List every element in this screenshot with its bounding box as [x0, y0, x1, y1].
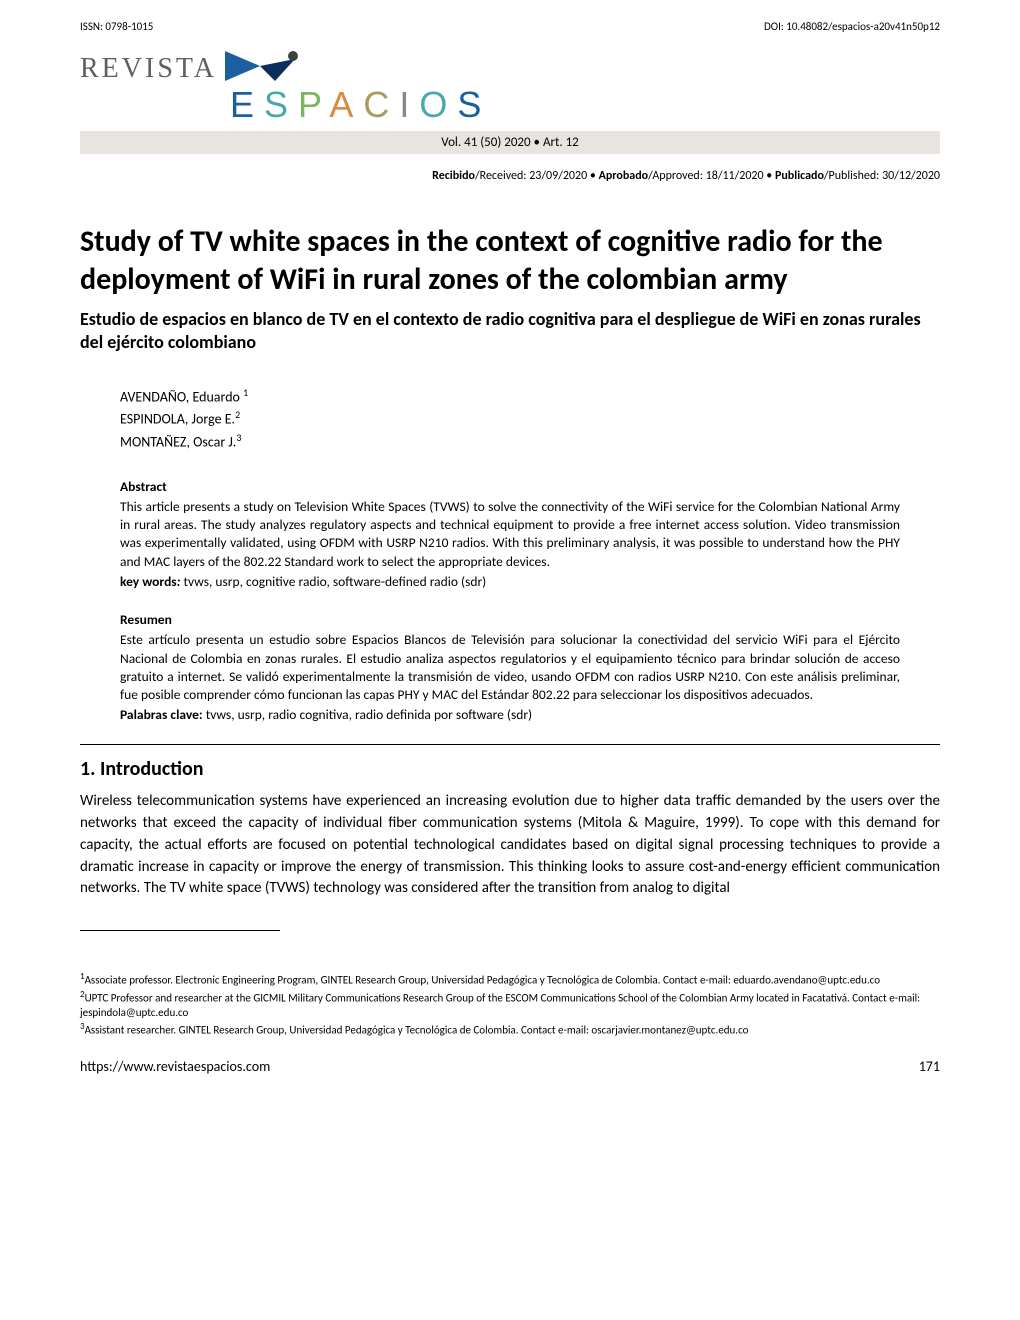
keywords-line: key words: tvws, usrp, cognitive radio, … [120, 573, 900, 591]
article-title: Study of TV white spaces in the context … [80, 223, 940, 298]
authors-list: AVENDAÑO, Eduardo 1 ESPINDOLA, Jorge E.2… [120, 385, 940, 453]
publication-dates: Recibido/Received: 23/09/2020 • Aprobado… [80, 169, 940, 183]
section-1-heading: 1. Introduction [80, 757, 940, 781]
logo-espacios-text: ESPACIOS [230, 84, 940, 126]
footnote-1: 1Associate professor. Electronic Enginee… [80, 971, 940, 989]
doi-label: DOI: 10.48082/espacios-a20v41n50p12 [764, 20, 940, 33]
resumen-block: Resumen Este artículo presenta un estudi… [120, 611, 900, 724]
volume-bar: Vol. 41 (50) 2020 • Art. 12 [80, 131, 940, 154]
introduction-text: Wireless telecommunication systems have … [80, 791, 940, 900]
page-number: 171 [919, 1058, 940, 1075]
palabras-clave-line: Palabras clave: tvws, usrp, radio cognit… [120, 706, 900, 724]
footer-url: https://www.revistaespacios.com [80, 1058, 270, 1075]
footnotes-block: 1Associate professor. Electronic Enginee… [80, 971, 940, 1038]
article-subtitle: Estudio de espacios en blanco de TV en e… [80, 308, 940, 355]
abstract-block: Abstract This article presents a study o… [120, 478, 900, 591]
abstract-text: This article presents a study on Televis… [120, 498, 900, 571]
footnote-3: 3Assistant researcher. GINTEL Research G… [80, 1021, 940, 1039]
journal-logo: REVISTA ESPACIOS [80, 41, 940, 126]
abstract-heading: Abstract [120, 478, 900, 496]
issn-label: ISSN: 0798-1015 [80, 20, 153, 33]
section-divider [80, 744, 940, 745]
logo-revista-text: REVISTA [80, 53, 217, 85]
resumen-heading: Resumen [120, 611, 900, 629]
resumen-text: Este artículo presenta un estudio sobre … [120, 631, 900, 704]
footnote-2: 2UPTC Professor and researcher at the GI… [80, 989, 940, 1021]
footnote-divider [80, 930, 280, 931]
